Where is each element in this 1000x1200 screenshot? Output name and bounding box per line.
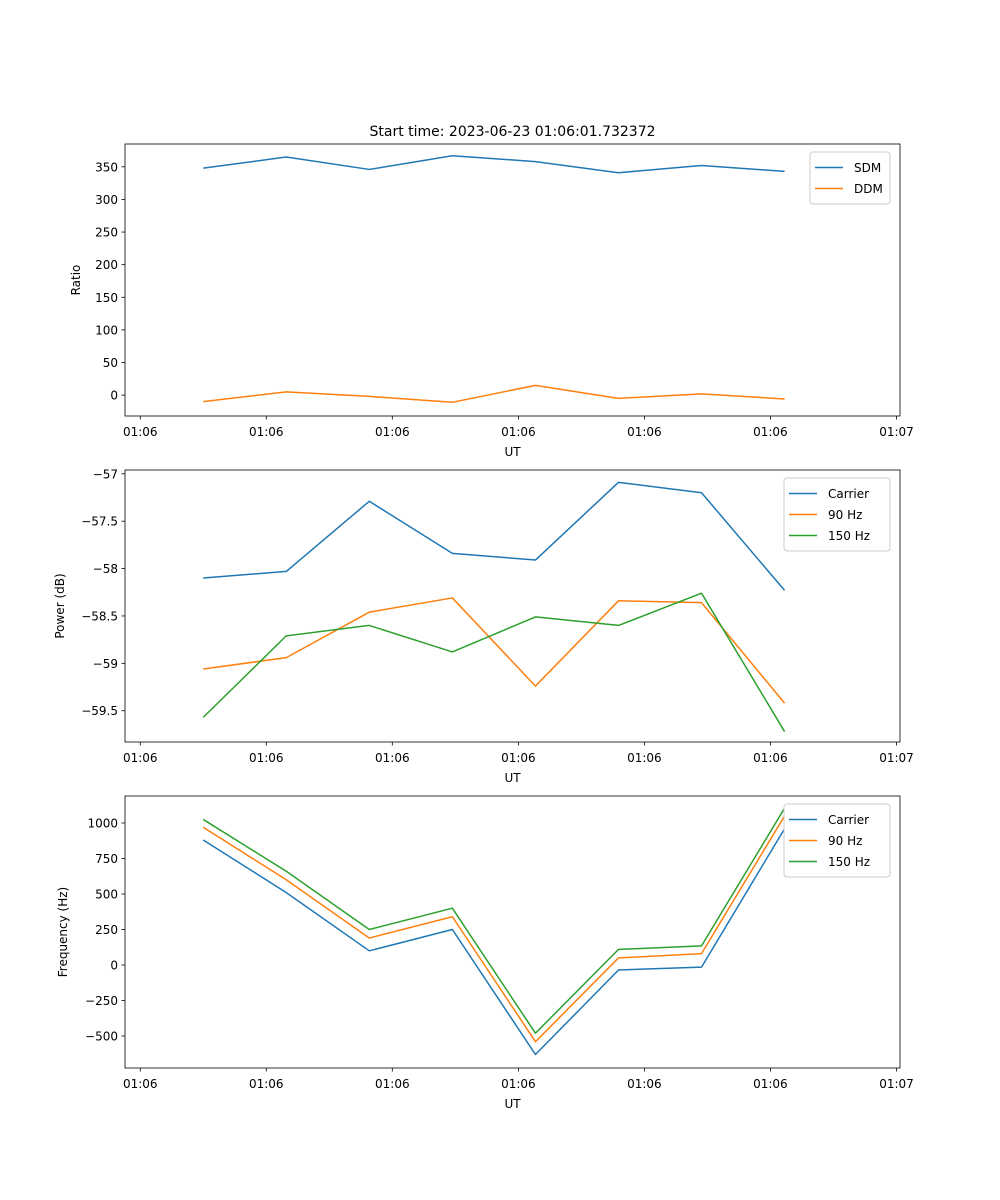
x-tick-label: 01:06 bbox=[501, 751, 536, 765]
y-tick-label: 0 bbox=[110, 389, 118, 403]
series-line-150-hz bbox=[202, 592, 786, 732]
x-tick-label: 01:06 bbox=[627, 751, 662, 765]
x-tick-label: 01:06 bbox=[375, 751, 410, 765]
x-axis-label: UT bbox=[504, 1097, 521, 1111]
x-tick-label: 01:06 bbox=[123, 751, 158, 765]
x-tick-label: 01:07 bbox=[879, 751, 914, 765]
y-axis-label: Ratio bbox=[69, 265, 83, 296]
legend-label: DDM bbox=[854, 182, 883, 196]
y-tick-label: −59 bbox=[93, 657, 118, 671]
y-tick-label: −57.5 bbox=[81, 515, 118, 529]
x-tick-label: 01:06 bbox=[249, 1077, 284, 1091]
series-group bbox=[203, 154, 785, 404]
legend-label: 150 Hz bbox=[828, 529, 870, 543]
x-tick-label: 01:06 bbox=[753, 1077, 788, 1091]
x-tick-label: 01:06 bbox=[753, 425, 788, 439]
y-tick-label: 50 bbox=[103, 356, 118, 370]
series-line-carrier bbox=[203, 481, 786, 591]
y-tick-label: −250 bbox=[85, 994, 118, 1008]
x-axis-label: UT bbox=[504, 445, 521, 459]
ratio-panel: 01:06 01:06 01:06 01:06 01:06 01:06 01:07 0 50 10… bbox=[69, 143, 914, 459]
axes-frame bbox=[124, 469, 901, 743]
y-tick-label: −58.5 bbox=[81, 609, 118, 623]
x-tick-label: 01:07 bbox=[879, 1077, 914, 1091]
legend: Carrier 90 Hz 150 Hz bbox=[783, 477, 891, 552]
y-tick-label: 1000 bbox=[87, 816, 118, 830]
x-tick-label: 01:06 bbox=[627, 1077, 662, 1091]
y-tick-label: −58 bbox=[93, 562, 118, 576]
legend-box bbox=[783, 477, 891, 552]
x-tick-label: 01:06 bbox=[753, 751, 788, 765]
x-tick-label: 01:06 bbox=[501, 425, 536, 439]
legend-box bbox=[783, 803, 891, 878]
legend-label: SDM bbox=[854, 161, 881, 175]
x-axis-label: UT bbox=[504, 771, 521, 785]
series-line-carrier bbox=[202, 828, 786, 1056]
y-tick-label: 200 bbox=[95, 258, 118, 272]
legend-label: 90 Hz bbox=[828, 508, 862, 522]
legend: SDM DDM bbox=[809, 151, 891, 205]
x-tick-label: 01:06 bbox=[123, 425, 158, 439]
x-tick-label: 01:06 bbox=[375, 425, 410, 439]
x-tick-label: 01:06 bbox=[249, 425, 284, 439]
y-tick-label: 250 bbox=[95, 923, 118, 937]
legend-box bbox=[809, 151, 891, 205]
y-axis-label: Power (dB) bbox=[53, 573, 67, 638]
y-tick-label: 350 bbox=[95, 160, 118, 174]
y-tick-label: −500 bbox=[85, 1030, 118, 1044]
y-axis-label: Frequency (Hz) bbox=[56, 887, 70, 978]
x-tick-label: 01:06 bbox=[501, 1077, 536, 1091]
legend-label: Carrier bbox=[828, 487, 869, 501]
axes-frame bbox=[124, 795, 901, 1069]
legend-label: Carrier bbox=[828, 813, 869, 827]
power-panel: 01:06 01:06 01:06 01:06 01:06 01:06 01:07 −57 −5… bbox=[53, 467, 914, 785]
series-line-150-hz bbox=[202, 807, 786, 1034]
x-tick-label: 01:06 bbox=[627, 425, 662, 439]
y-tick-label: −57 bbox=[93, 467, 118, 481]
figure-title: Start time: 2023-06-23 01:06:01.732372 bbox=[369, 124, 655, 140]
legend: Carrier 90 Hz 150 Hz bbox=[783, 803, 891, 878]
x-tick-label: 01:07 bbox=[879, 425, 914, 439]
y-tick-label: 500 bbox=[95, 888, 118, 902]
series-line-sdm bbox=[203, 154, 785, 174]
y-tick-label: −59.5 bbox=[81, 704, 118, 718]
y-tick-label: 750 bbox=[95, 852, 118, 866]
series-group bbox=[202, 481, 786, 732]
x-tick-label: 01:06 bbox=[249, 751, 284, 765]
frequency-panel: 01:06 01:06 01:06 01:06 01:06 01:06 01:07 1000 7… bbox=[56, 795, 914, 1111]
series-line-90-hz bbox=[202, 815, 786, 1043]
x-tick-label: 01:06 bbox=[123, 1077, 158, 1091]
legend-label: 90 Hz bbox=[828, 834, 862, 848]
series-line-90-hz bbox=[203, 597, 786, 704]
legend-label: 150 Hz bbox=[828, 855, 870, 869]
y-tick-label: 300 bbox=[95, 193, 118, 207]
y-tick-label: 150 bbox=[95, 291, 118, 305]
series-line-ddm bbox=[203, 384, 785, 404]
y-tick-label: 250 bbox=[95, 226, 118, 240]
series-group bbox=[202, 807, 786, 1056]
y-tick-label: 0 bbox=[110, 959, 118, 973]
x-tick-label: 01:06 bbox=[375, 1077, 410, 1091]
y-tick-label: 100 bbox=[95, 323, 118, 337]
axes-frame bbox=[124, 143, 901, 417]
